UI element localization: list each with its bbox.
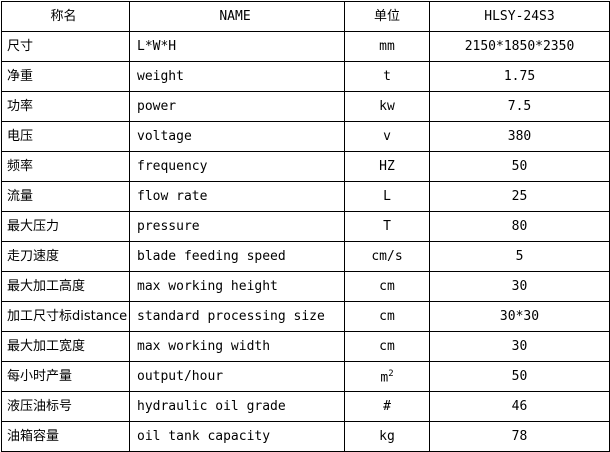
cell-name-en: oil tank capacity <box>129 421 345 452</box>
header-cell-name-en: NAME <box>129 1 345 32</box>
cell-name-cn: 最大压力 <box>1 211 130 242</box>
cell-name-en: pressure <box>129 211 345 242</box>
table-row: 加工尺寸标distance standard processing size c… <box>1 301 610 332</box>
cell-name-cn: 频率 <box>1 151 130 182</box>
table-row: 最大加工高度 max working height cm 30 <box>1 271 610 302</box>
table-row: 油箱容量 oil tank capacity kg 78 <box>1 421 610 452</box>
cell-unit: cm <box>344 301 430 332</box>
cell-unit: L <box>344 181 430 212</box>
cell-unit: kw <box>344 91 430 122</box>
superscript-two: 2 <box>388 369 394 380</box>
table-row: 液压油标号 hydraulic oil grade # 46 <box>1 391 610 422</box>
cell-value: 30 <box>429 331 610 362</box>
cell-unit: kg <box>344 421 430 452</box>
table-row: 最大压力 pressure T 80 <box>1 211 610 242</box>
table-row: 流量 flow rate L 25 <box>1 181 610 212</box>
cell-name-en: hydraulic oil grade <box>129 391 345 422</box>
cell-value: 78 <box>429 421 610 452</box>
cell-name-cn: 功率 <box>1 91 130 122</box>
cell-value: 46 <box>429 391 610 422</box>
cell-unit: mm <box>344 31 430 62</box>
cell-value: 80 <box>429 211 610 242</box>
cell-name-cn: 每小时产量 <box>1 361 130 392</box>
cell-value: 30 <box>429 271 610 302</box>
cell-name-cn: 油箱容量 <box>1 421 130 452</box>
table-row: 功率 power kw 7.5 <box>1 91 610 122</box>
cell-value: 25 <box>429 181 610 212</box>
cell-unit-area: m2 <box>344 361 430 392</box>
cell-name-en: flow rate <box>129 181 345 212</box>
cell-unit: v <box>344 121 430 152</box>
cell-name-en: blade feeding speed <box>129 241 345 272</box>
header-cell-model: HLSY-24S3 <box>429 1 610 32</box>
cell-name-en: max working height <box>129 271 345 302</box>
cell-value: 5 <box>429 241 610 272</box>
cell-name-en: output/hour <box>129 361 345 392</box>
cell-name-cn: 走刀速度 <box>1 241 130 272</box>
cell-name-cn: 液压油标号 <box>1 391 130 422</box>
cell-value: 30*30 <box>429 301 610 332</box>
header-cell-name-cn: 称名 <box>1 1 130 32</box>
cell-name-cn: 净重 <box>1 61 130 92</box>
cell-name-en: voltage <box>129 121 345 152</box>
cell-unit: T <box>344 211 430 242</box>
table-row: 电压 voltage v 380 <box>1 121 610 152</box>
cell-unit: cm <box>344 271 430 302</box>
cell-name-en: weight <box>129 61 345 92</box>
table-row: 走刀速度 blade feeding speed cm/s 5 <box>1 241 610 272</box>
cell-value: 7.5 <box>429 91 610 122</box>
cell-name-cn: 最大加工高度 <box>1 271 130 302</box>
table-header-row: 称名 NAME 单位 HLSY-24S3 <box>1 1 610 32</box>
cell-value: 50 <box>429 361 610 392</box>
cell-name-cn: 流量 <box>1 181 130 212</box>
table-row: 频率 frequency HZ 50 <box>1 151 610 182</box>
table-row: 每小时产量 output/hour m2 50 <box>1 361 610 392</box>
cell-value: 2150*1850*2350 <box>429 31 610 62</box>
table-row: 净重 weight t 1.75 <box>1 61 610 92</box>
cell-unit: cm <box>344 331 430 362</box>
cell-name-en: L*W*H <box>129 31 345 62</box>
cell-value: 50 <box>429 151 610 182</box>
cell-unit: cm/s <box>344 241 430 272</box>
cell-name-en: max working width <box>129 331 345 362</box>
cell-name-cn: 最大加工宽度 <box>1 331 130 362</box>
cell-value: 1.75 <box>429 61 610 92</box>
cell-name-cn: 加工尺寸标distance <box>1 301 130 332</box>
cell-name-en: frequency <box>129 151 345 182</box>
cell-unit: # <box>344 391 430 422</box>
table-row: 尺寸 L*W*H mm 2150*1850*2350 <box>1 31 610 62</box>
cell-name-cn: 尺寸 <box>1 31 130 62</box>
cell-name-cn: 电压 <box>1 121 130 152</box>
cell-name-en: standard processing size <box>129 301 345 332</box>
cell-unit: HZ <box>344 151 430 182</box>
cell-value: 380 <box>429 121 610 152</box>
cell-name-en: power <box>129 91 345 122</box>
cell-unit: t <box>344 61 430 92</box>
table-row: 最大加工宽度 max working width cm 30 <box>1 331 610 362</box>
header-cell-unit: 单位 <box>344 1 430 32</box>
